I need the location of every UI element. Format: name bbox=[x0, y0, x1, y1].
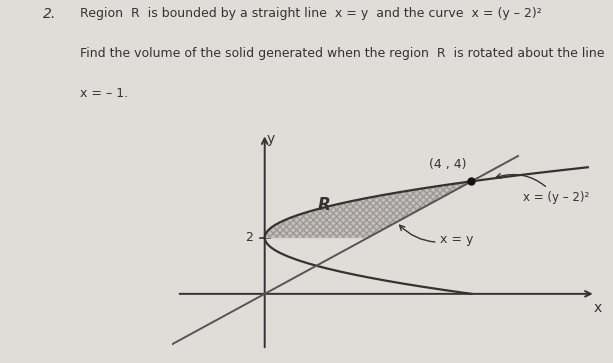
Text: 2.: 2. bbox=[43, 7, 56, 21]
Text: x = y: x = y bbox=[400, 225, 474, 246]
Text: y: y bbox=[267, 132, 275, 146]
Text: R: R bbox=[318, 196, 330, 214]
Text: Region  R  is bounded by a straight line  x = y  and the curve  x = (y – 2)²: Region R is bounded by a straight line x… bbox=[80, 7, 541, 20]
Text: x = (y – 2)²: x = (y – 2)² bbox=[497, 174, 590, 204]
Text: (4 , 4): (4 , 4) bbox=[430, 159, 467, 171]
Text: 2: 2 bbox=[245, 231, 253, 244]
Polygon shape bbox=[265, 181, 471, 237]
Text: x: x bbox=[594, 301, 603, 315]
Text: Find the volume of the solid generated when the region  R  is rotated about the : Find the volume of the solid generated w… bbox=[80, 47, 604, 60]
Text: x = – 1.: x = – 1. bbox=[80, 87, 128, 100]
